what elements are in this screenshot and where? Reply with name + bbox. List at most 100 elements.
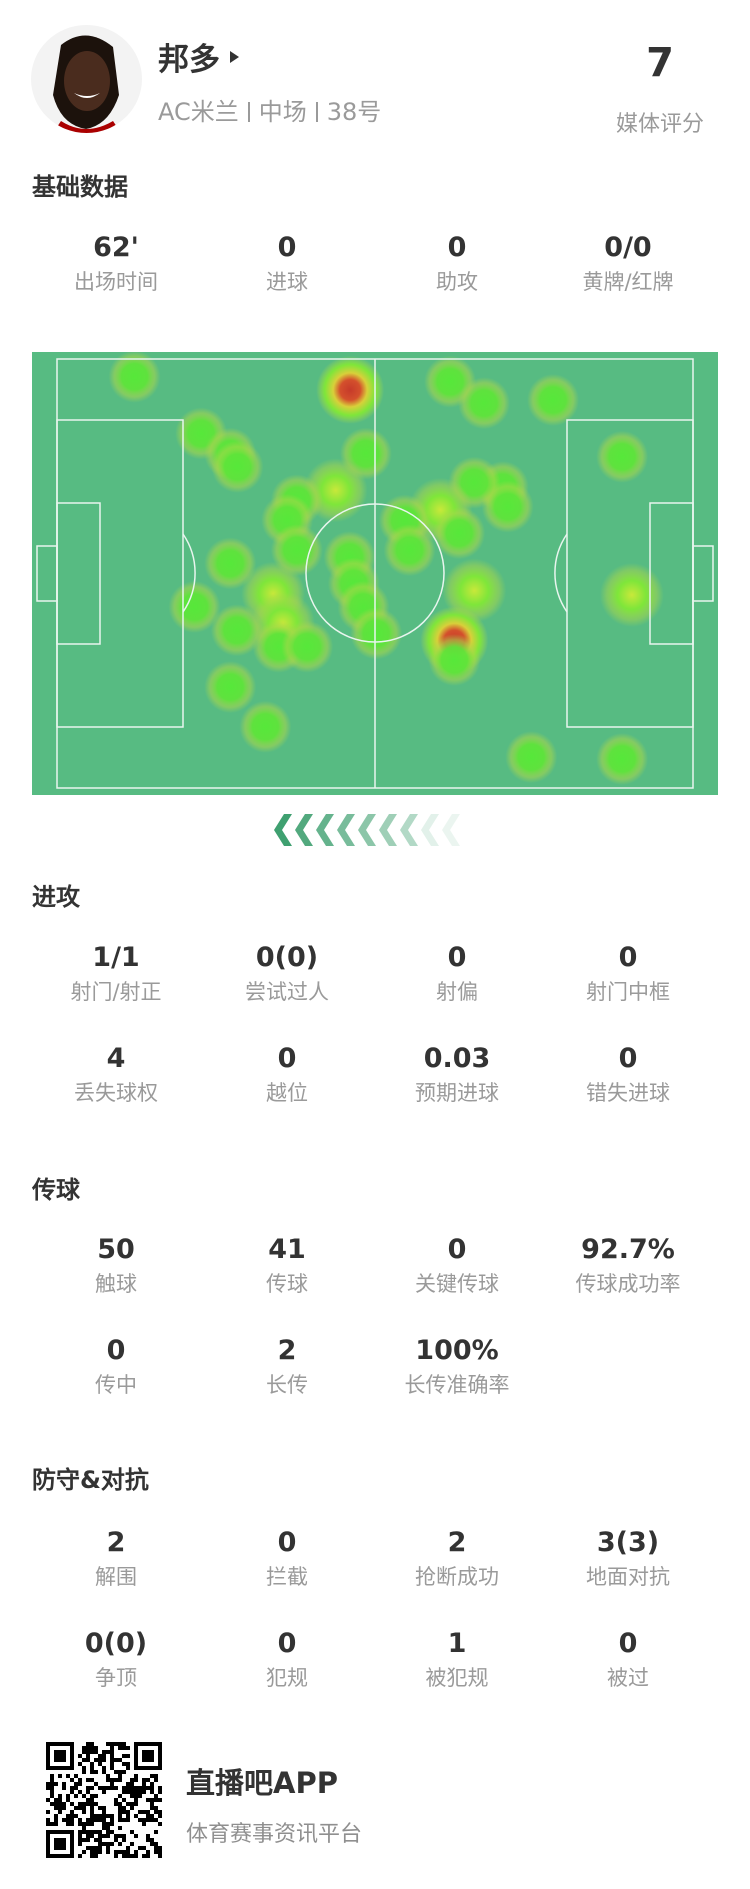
heatmap-point	[505, 731, 558, 784]
heatmap-point	[270, 524, 323, 577]
heatmap-point	[596, 732, 649, 785]
stat-label: 触球	[95, 1272, 137, 1296]
section-title-basic: 基础数据	[32, 173, 128, 201]
stat-label: 黄牌/红牌	[582, 270, 674, 294]
position: 中场	[258, 98, 307, 126]
section-title-passing: 传球	[32, 1176, 80, 1204]
stat-label: 射偏	[436, 980, 478, 1004]
stat-item: 0 助攻	[372, 232, 542, 296]
heatmap-point	[316, 355, 385, 424]
media-rating: 7	[646, 40, 674, 86]
stat-label: 长传	[266, 1373, 308, 1397]
stat-value: 0	[106, 1335, 126, 1366]
chevron-left-icon	[316, 814, 334, 846]
stat-item: 92.7% 传球成功率	[543, 1234, 713, 1298]
stat-label: 预期进球	[415, 1081, 499, 1105]
stat-item: 0 犯规	[202, 1628, 372, 1692]
heatmap-point	[428, 633, 481, 686]
player-name: 邦多	[158, 42, 220, 78]
stat-value: 100%	[415, 1335, 499, 1366]
stat-item: 2 抢断成功	[372, 1527, 542, 1591]
stat-item: 0 拦截	[202, 1527, 372, 1591]
chevron-left-icon	[421, 814, 439, 846]
stat-item: 100% 长传准确率	[372, 1335, 542, 1399]
heatmap-point	[168, 580, 221, 633]
stat-label: 尝试过人	[245, 980, 329, 1004]
chevron-left-icon	[379, 814, 397, 846]
heatmap-pitch	[32, 352, 718, 795]
stat-label: 关键传球	[415, 1272, 499, 1296]
stat-value: 0	[618, 1043, 638, 1074]
stat-item: 0/0 黄牌/红牌	[543, 232, 713, 296]
stat-item: 1/1 射门/射正	[31, 942, 201, 1006]
heatmap-point	[383, 524, 436, 577]
stat-label: 拦截	[266, 1565, 308, 1589]
stat-value: 41	[268, 1234, 306, 1265]
stat-value: 0	[277, 1628, 297, 1659]
stat-value: 0/0	[604, 232, 652, 263]
stat-value: 4	[106, 1043, 126, 1074]
stat-label: 丢失球权	[74, 1081, 158, 1105]
heatmap-point	[204, 537, 257, 590]
stat-label: 助攻	[436, 270, 478, 294]
team-name: AC米兰	[158, 98, 239, 126]
attack-direction-arrows	[274, 814, 460, 846]
heatmap-point	[239, 700, 292, 753]
stat-label: 错失进球	[586, 1081, 670, 1105]
stat-label: 被过	[607, 1666, 649, 1690]
stat-value: 0(0)	[255, 942, 319, 973]
stat-item: 2 长传	[202, 1335, 372, 1399]
stat-item: 2 解围	[31, 1527, 201, 1591]
stat-item: 0(0) 尝试过人	[202, 942, 372, 1006]
stat-label: 抢断成功	[415, 1565, 499, 1589]
stat-item: 62' 出场时间	[31, 232, 201, 296]
caret-right-icon	[230, 50, 239, 63]
stat-item: 41 传球	[202, 1234, 372, 1298]
app-tagline: 体育赛事资讯平台	[186, 1822, 363, 1847]
stat-value: 0	[618, 942, 638, 973]
stat-value: 1/1	[92, 942, 140, 973]
app-name: 直播吧APP	[186, 1766, 338, 1800]
player-avatar	[31, 25, 142, 133]
stat-value: 1	[447, 1628, 467, 1659]
stat-value: 0	[277, 232, 297, 263]
stat-label: 射门/射正	[70, 980, 162, 1004]
heatmap-point	[442, 558, 507, 623]
heatmap-point	[458, 377, 511, 430]
chevron-left-icon	[442, 814, 460, 846]
stat-value: 2	[447, 1527, 467, 1558]
heatmap-point	[599, 562, 664, 627]
stat-value: 0(0)	[84, 1628, 148, 1659]
stat-item: 0 关键传球	[372, 1234, 542, 1298]
chevron-left-icon	[274, 814, 292, 846]
divider	[315, 102, 318, 122]
stat-label: 传球	[266, 1272, 308, 1296]
stat-item: 3(3) 地面对抗	[543, 1527, 713, 1591]
stat-label: 犯规	[266, 1666, 308, 1690]
stat-item: 50 触球	[31, 1234, 201, 1298]
stat-value: 0	[447, 942, 467, 973]
stat-label: 长传准确率	[404, 1373, 510, 1397]
stat-label: 越位	[266, 1081, 308, 1105]
stat-value: 0.03	[423, 1043, 491, 1074]
heatmap-point	[281, 620, 334, 673]
stat-label: 传球成功率	[575, 1272, 681, 1296]
heatmap-point	[210, 604, 263, 657]
player-name-link[interactable]: 邦多	[158, 34, 239, 79]
media-rating-label: 媒体评分	[615, 112, 704, 137]
stat-label: 解围	[95, 1565, 137, 1589]
heatmap-point	[433, 507, 486, 560]
stat-value: 0	[447, 1234, 467, 1265]
stat-value: 62'	[93, 232, 139, 263]
heatmap-point	[211, 440, 264, 493]
stat-item: 0 传中	[31, 1335, 201, 1399]
heatmap-point	[350, 607, 403, 660]
stat-value: 0	[277, 1527, 297, 1558]
pitch-lines	[36, 358, 714, 789]
shirt-number: 38号	[326, 98, 382, 126]
stat-value: 2	[277, 1335, 297, 1366]
stat-label: 地面对抗	[586, 1565, 670, 1589]
chevron-left-icon	[337, 814, 355, 846]
chevron-left-icon	[400, 814, 418, 846]
stat-label: 被犯规	[425, 1666, 489, 1690]
